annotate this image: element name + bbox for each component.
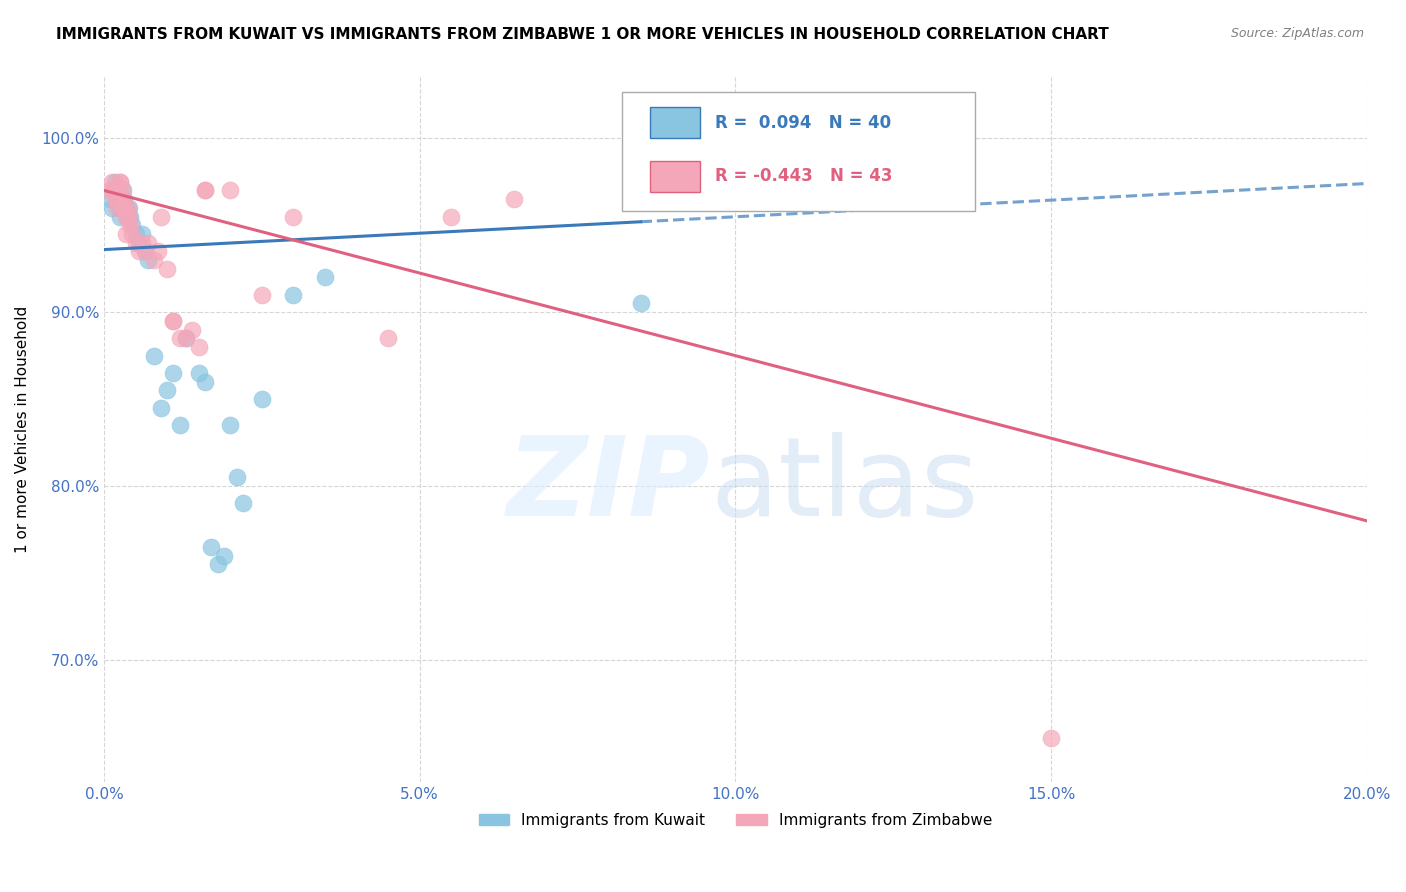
Point — [105, 201, 128, 215]
Point — [174, 331, 197, 345]
Point — [219, 184, 242, 198]
Text: ZIP: ZIP — [506, 433, 710, 540]
Point — [108, 175, 131, 189]
Point — [194, 184, 217, 198]
Point — [118, 210, 141, 224]
Point — [134, 244, 156, 259]
FancyBboxPatch shape — [621, 92, 976, 211]
Point — [136, 252, 159, 267]
Point — [440, 210, 463, 224]
Point — [120, 210, 142, 224]
Point — [104, 192, 127, 206]
Point — [107, 192, 129, 206]
Point — [377, 331, 399, 345]
Text: IMMIGRANTS FROM KUWAIT VS IMMIGRANTS FROM ZIMBABWE 1 OR MORE VEHICLES IN HOUSEHO: IMMIGRANTS FROM KUWAIT VS IMMIGRANTS FRO… — [56, 27, 1109, 42]
Text: atlas: atlas — [710, 433, 979, 540]
Text: R =  0.094   N = 40: R = 0.094 N = 40 — [716, 113, 891, 131]
Point — [169, 418, 191, 433]
Point — [107, 192, 129, 206]
Point — [117, 210, 139, 224]
Point — [111, 201, 134, 215]
Point — [111, 192, 134, 206]
Point — [143, 349, 166, 363]
Point — [134, 244, 156, 259]
Point — [105, 184, 128, 198]
Point — [156, 261, 179, 276]
Point — [187, 340, 209, 354]
Text: R = -0.443   N = 43: R = -0.443 N = 43 — [716, 167, 893, 185]
Point — [111, 184, 134, 198]
Point — [219, 418, 242, 433]
Point — [112, 192, 135, 206]
Point — [121, 227, 143, 241]
Point — [124, 227, 146, 241]
Point — [108, 210, 131, 224]
Point — [128, 244, 150, 259]
Point — [115, 227, 138, 241]
Point — [174, 331, 197, 345]
Point — [131, 227, 153, 241]
Point — [162, 366, 184, 380]
Point — [225, 470, 247, 484]
Point — [121, 219, 143, 233]
Point — [103, 184, 125, 198]
Point — [162, 314, 184, 328]
Text: Source: ZipAtlas.com: Source: ZipAtlas.com — [1230, 27, 1364, 40]
Point — [187, 366, 209, 380]
Point — [131, 235, 153, 250]
Point — [98, 192, 121, 206]
Point — [108, 175, 131, 189]
Point — [111, 192, 134, 206]
Legend: Immigrants from Kuwait, Immigrants from Zimbabwe: Immigrants from Kuwait, Immigrants from … — [472, 806, 998, 834]
Point — [143, 252, 166, 267]
Point — [103, 184, 125, 198]
Point — [149, 210, 172, 224]
Point — [207, 558, 229, 572]
Point — [111, 184, 134, 198]
Point — [112, 201, 135, 215]
Point — [200, 540, 222, 554]
Point — [100, 201, 122, 215]
Point — [630, 296, 652, 310]
Point — [283, 287, 305, 301]
Point — [128, 235, 150, 250]
Point — [169, 331, 191, 345]
Point — [124, 235, 146, 250]
Point — [98, 184, 121, 198]
Point — [194, 184, 217, 198]
Point — [118, 201, 141, 215]
Point — [146, 244, 169, 259]
Point — [250, 392, 273, 406]
Point — [162, 314, 184, 328]
Point — [232, 496, 254, 510]
Point — [136, 235, 159, 250]
Point — [503, 192, 526, 206]
Point — [314, 270, 336, 285]
Point — [120, 219, 142, 233]
Point — [117, 201, 139, 215]
Point — [108, 201, 131, 215]
Point — [181, 322, 204, 336]
FancyBboxPatch shape — [650, 161, 700, 192]
Point — [156, 384, 179, 398]
Y-axis label: 1 or more Vehicles in Household: 1 or more Vehicles in Household — [15, 306, 30, 553]
Point — [1040, 731, 1063, 746]
Point — [115, 210, 138, 224]
FancyBboxPatch shape — [650, 107, 700, 138]
Point — [115, 201, 138, 215]
Point — [149, 401, 172, 415]
Point — [212, 549, 235, 563]
Point — [105, 184, 128, 198]
Point — [194, 375, 217, 389]
Point — [100, 175, 122, 189]
Point — [105, 184, 128, 198]
Point — [283, 210, 305, 224]
Point — [104, 175, 127, 189]
Point — [250, 287, 273, 301]
